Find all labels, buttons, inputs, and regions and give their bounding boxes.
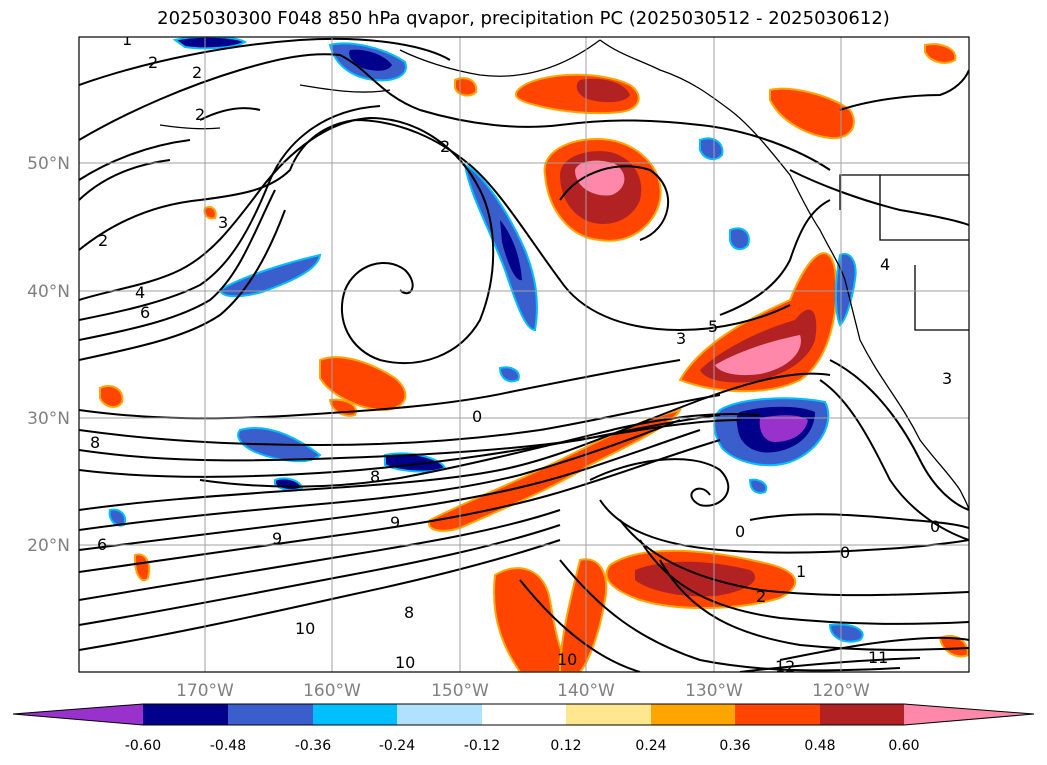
contour-label: 1 [122, 30, 132, 49]
negative-anomaly-patch [463, 163, 538, 332]
contour-label: 3 [218, 213, 228, 232]
lon-tick-label: 140°W [557, 681, 615, 701]
map-plot-area: 1 2 2 2 2 3 4 6 3 2 0 8 8 9 6 0 0 0 1 2 … [79, 30, 969, 676]
contour-label: 12 [775, 657, 795, 676]
lon-tick-label: 120°W [812, 681, 870, 701]
contour-label: 3 [942, 369, 952, 388]
contour-label: 9 [272, 529, 282, 548]
contour-label: 8 [370, 467, 380, 486]
contour-label: 0 [472, 407, 482, 426]
contour-label: 9 [390, 513, 400, 532]
negative-anomaly-patch [748, 478, 768, 494]
contour-label: 2 [192, 63, 202, 82]
lon-tick-label: 160°W [303, 681, 361, 701]
lat-tick-label: 50°N [27, 154, 70, 174]
positive-anomaly-patch [769, 87, 855, 140]
lon-tick-label: 170°W [176, 681, 234, 701]
lat-tick-label: 30°N [27, 409, 70, 429]
contour-label: 0 [840, 543, 850, 562]
contour-label: 0 [735, 522, 745, 541]
contour-label: 8 [90, 433, 100, 452]
lon-tick-label: 150°W [431, 681, 489, 701]
contour-label: 10 [295, 619, 315, 638]
colorbar-tick-label: -0.48 [210, 738, 246, 754]
colorbar-tick-label: -0.60 [125, 738, 161, 754]
contour-label: 1 [796, 562, 806, 581]
colorbar-tick-label: -0.12 [464, 738, 500, 754]
colorbar-tick-label: 0.60 [888, 738, 919, 754]
contour-label: 10 [557, 650, 577, 669]
positive-anomaly-patch [454, 77, 478, 97]
contour-label: 0 [930, 517, 940, 536]
colorbar-tick-label: 0.12 [550, 738, 581, 754]
colorbar-tick-label: 0.24 [635, 738, 666, 754]
colorbar-segment [143, 704, 228, 725]
positive-anomaly-patch [319, 356, 407, 412]
contour-label: 4 [135, 283, 145, 302]
qvapor-contour-layer [79, 37, 969, 672]
colorbar-tick-label: 0.36 [719, 738, 750, 754]
negative-anomaly-patch [699, 137, 724, 161]
colorbar-extend-low [13, 704, 143, 725]
positive-anomaly-patch [543, 138, 662, 242]
contour-label: 2 [98, 231, 108, 250]
contour-label: 11 [868, 648, 888, 667]
contour-label: 5 [708, 317, 718, 336]
lon-tick-label: 130°W [685, 681, 743, 701]
negative-anomaly-patch [498, 366, 520, 383]
colorbar-segment [566, 704, 651, 725]
colorbar-extend-high [904, 704, 1034, 725]
colorbar-segment [397, 704, 482, 725]
colorbar-segment [820, 704, 904, 725]
contour-label: 8 [404, 603, 414, 622]
contour-label: 2 [148, 53, 158, 72]
colorbar-segment [228, 704, 313, 725]
contour-label: 6 [140, 303, 150, 322]
positive-anomaly-patch [924, 43, 957, 64]
contour-label: 10 [395, 653, 415, 672]
lat-tick-label: 20°N [27, 536, 70, 556]
colorbar-segment [651, 704, 735, 725]
longitude-labels: 170°W 160°W 150°W 140°W 130°W 120°W [176, 681, 870, 701]
colorbar-labels: -0.60 -0.48 -0.36 -0.24 -0.12 0.12 0.24 … [125, 738, 920, 754]
contour-labels: 1 2 2 2 2 3 4 6 3 2 0 8 8 9 6 0 0 0 1 2 … [90, 30, 952, 676]
latitude-labels: 50°N 40°N 30°N 20°N [27, 154, 70, 556]
negative-anomaly-patch [828, 623, 864, 643]
colorbar-tick-label: 0.48 [804, 738, 835, 754]
lat-tick-label: 40°N [27, 282, 70, 302]
contour-label: 6 [97, 535, 107, 554]
colorbar-segment [735, 704, 820, 725]
contour-label: 2 [756, 587, 766, 606]
colorbar-segment [482, 704, 566, 725]
positive-anomaly-patch [99, 384, 124, 408]
colorbar [12, 703, 1035, 726]
colorbar-tick-label: -0.24 [379, 738, 415, 754]
colorbar-tick-label: -0.36 [295, 738, 331, 754]
contour-label: 3 [676, 329, 686, 348]
shaded-anomaly-layer [99, 37, 969, 672]
negative-anomaly-patch [729, 227, 750, 251]
positive-anomaly-patch [203, 206, 217, 220]
coastline-layer [159, 39, 969, 511]
contour-label: 2 [195, 105, 205, 124]
positive-anomaly-patch [514, 73, 640, 115]
map-frame [78, 36, 970, 673]
positive-anomaly-patch [493, 558, 608, 672]
colorbar-segment [313, 704, 397, 725]
graticule [79, 37, 969, 672]
contour-label: 4 [880, 255, 890, 274]
map-title: 2025030300 F048 850 hPa qvapor, precipit… [157, 8, 890, 29]
contour-label: 2 [440, 137, 450, 156]
positive-anomaly-patch [133, 553, 151, 582]
